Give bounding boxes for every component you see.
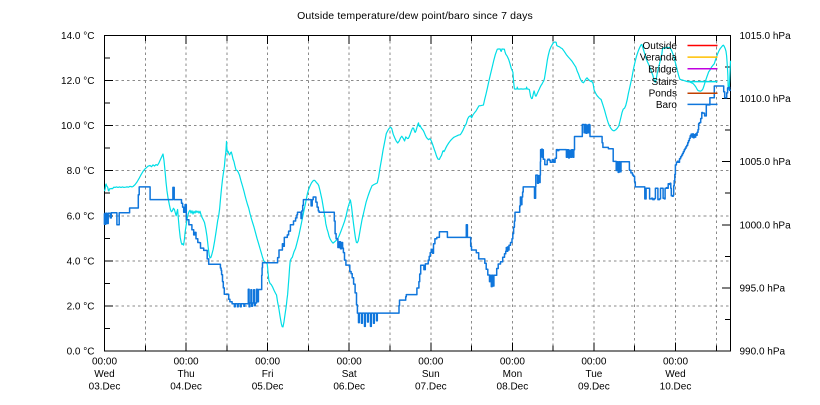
svg-text:6.0 °C: 6.0 °C <box>67 211 95 222</box>
svg-text:Ponds: Ponds <box>649 89 677 100</box>
svg-text:Outside: Outside <box>643 41 678 52</box>
svg-text:03.Dec: 03.Dec <box>89 382 121 393</box>
svg-text:1010.0 hPa: 1010.0 hPa <box>740 94 792 105</box>
svg-text:04.Dec: 04.Dec <box>170 382 202 393</box>
svg-text:06.Dec: 06.Dec <box>333 382 365 393</box>
svg-text:8.0 °C: 8.0 °C <box>67 166 95 177</box>
svg-text:00:00: 00:00 <box>255 357 280 368</box>
svg-text:12.0 °C: 12.0 °C <box>61 76 94 87</box>
svg-text:00:00: 00:00 <box>337 357 362 368</box>
svg-text:10.0 °C: 10.0 °C <box>61 121 94 132</box>
svg-text:Sat: Sat <box>342 369 357 380</box>
svg-text:Stairs: Stairs <box>651 77 677 88</box>
svg-text:14.0 °C: 14.0 °C <box>61 31 94 42</box>
svg-text:Fri: Fri <box>262 369 274 380</box>
svg-text:1015.0 hPa: 1015.0 hPa <box>740 31 792 42</box>
svg-text:00:00: 00:00 <box>663 357 688 368</box>
svg-text:09.Dec: 09.Dec <box>578 382 610 393</box>
svg-text:1005.0 hPa: 1005.0 hPa <box>740 157 792 168</box>
svg-text:Baro: Baro <box>656 100 678 111</box>
svg-text:Sun: Sun <box>422 369 440 380</box>
svg-text:00:00: 00:00 <box>418 357 443 368</box>
svg-text:00:00: 00:00 <box>92 357 117 368</box>
svg-text:4.0 °C: 4.0 °C <box>67 256 95 267</box>
svg-text:1000.0 hPa: 1000.0 hPa <box>740 220 792 231</box>
svg-text:07.Dec: 07.Dec <box>415 382 447 393</box>
svg-text:995.0 hPa: 995.0 hPa <box>740 283 786 294</box>
svg-text:05.Dec: 05.Dec <box>252 382 284 393</box>
svg-text:00:00: 00:00 <box>500 357 525 368</box>
svg-text:2.0 °C: 2.0 °C <box>67 301 95 312</box>
svg-text:Mon: Mon <box>503 369 522 380</box>
svg-text:Veranda: Veranda <box>640 53 678 64</box>
svg-text:Bridge: Bridge <box>648 64 677 75</box>
svg-text:Wed: Wed <box>94 369 114 380</box>
svg-text:00:00: 00:00 <box>581 357 606 368</box>
svg-text:Thu: Thu <box>177 369 194 380</box>
svg-text:0.0 °C: 0.0 °C <box>67 347 95 358</box>
svg-text:00:00: 00:00 <box>174 357 199 368</box>
svg-text:Outside temperature/dew point/: Outside temperature/dew point/baro since… <box>297 10 533 22</box>
svg-text:10.Dec: 10.Dec <box>660 382 692 393</box>
svg-text:Wed: Wed <box>665 369 685 380</box>
svg-text:08.Dec: 08.Dec <box>497 382 529 393</box>
svg-text:Tue: Tue <box>585 369 602 380</box>
svg-text:990.0 hPa: 990.0 hPa <box>740 347 786 358</box>
